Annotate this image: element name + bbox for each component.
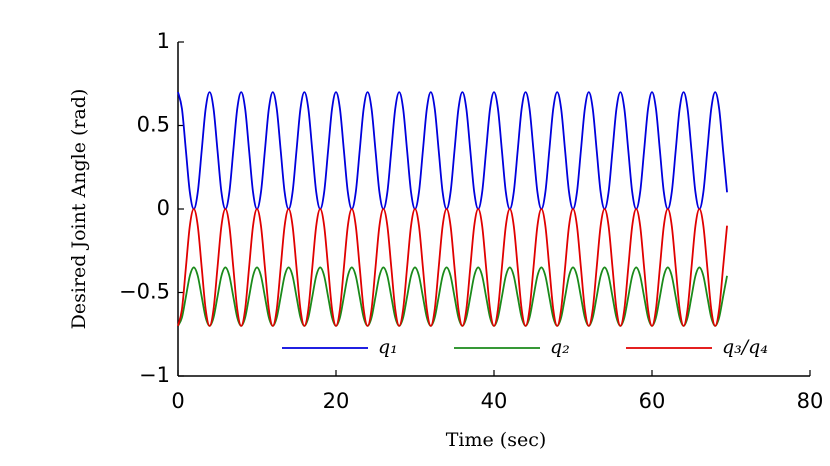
y-axis-label: Desired Joint Angle (rad) — [68, 89, 90, 330]
y-tick-label: 0.5 — [137, 113, 170, 137]
series-line — [177, 208, 728, 327]
y-tick-label: 0 — [157, 196, 170, 220]
legend-label: q₁ — [378, 336, 398, 358]
y-tick-label: 1 — [157, 29, 170, 53]
x-tick-label: 0 — [171, 389, 184, 413]
x-tick-label: 40 — [481, 389, 508, 413]
series-line — [177, 266, 728, 327]
legend-label: q₃/q₄ — [722, 336, 768, 358]
x-axis-label: Time (sec) — [446, 429, 547, 451]
y-tick-label: −1 — [139, 363, 170, 387]
legend-label: q₂ — [550, 336, 570, 358]
x-tick-label: 80 — [797, 389, 824, 413]
x-tick-label: 60 — [639, 389, 666, 413]
series-line — [177, 91, 728, 210]
x-tick-label: 20 — [323, 389, 350, 413]
y-tick-label: −0.5 — [119, 280, 170, 304]
